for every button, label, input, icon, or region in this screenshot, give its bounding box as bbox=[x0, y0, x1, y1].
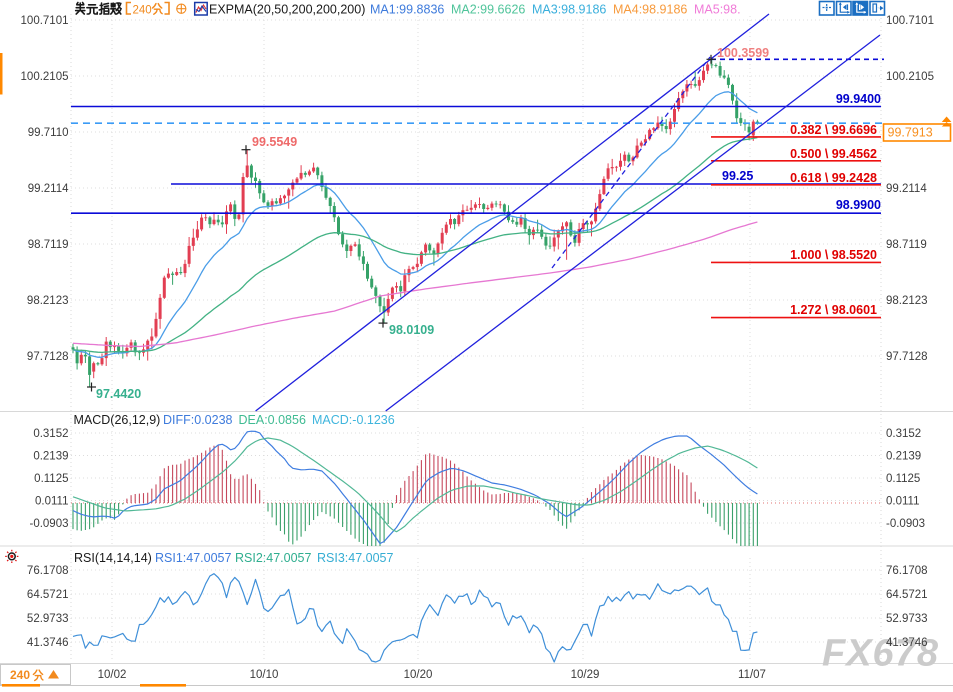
svg-text:MACD:-0.1236: MACD:-0.1236 bbox=[312, 413, 395, 427]
svg-text:100.3599: 100.3599 bbox=[717, 46, 769, 60]
svg-text:0.1125: 0.1125 bbox=[886, 473, 920, 485]
svg-text:100.7101: 100.7101 bbox=[21, 15, 69, 27]
svg-text:0.3152: 0.3152 bbox=[886, 428, 921, 440]
svg-text:10/29: 10/29 bbox=[571, 669, 600, 681]
svg-text:MA5:98.: MA5:98. bbox=[694, 3, 741, 17]
svg-text:-0.0903: -0.0903 bbox=[886, 518, 925, 530]
svg-text:0.2139: 0.2139 bbox=[33, 451, 68, 463]
svg-text:MACD(26,12,9): MACD(26,12,9) bbox=[74, 413, 161, 427]
svg-text:64.5721: 64.5721 bbox=[886, 589, 928, 601]
svg-text:99.25: 99.25 bbox=[722, 169, 753, 183]
svg-text:MA2:99.6626: MA2:99.6626 bbox=[451, 3, 525, 17]
svg-text:98.2123: 98.2123 bbox=[886, 295, 928, 307]
svg-text:0.1125: 0.1125 bbox=[34, 473, 68, 485]
svg-text:99.7913: 99.7913 bbox=[888, 126, 933, 140]
svg-text:97.4420: 97.4420 bbox=[96, 387, 141, 401]
svg-text:98.0109: 98.0109 bbox=[389, 323, 434, 337]
svg-text:100.7101: 100.7101 bbox=[886, 15, 934, 27]
svg-text:76.1708: 76.1708 bbox=[27, 565, 69, 577]
svg-text:RSI(14,14,14): RSI(14,14,14) bbox=[74, 551, 152, 565]
svg-text:RSI2:47.0057: RSI2:47.0057 bbox=[235, 551, 311, 565]
svg-text:10/20: 10/20 bbox=[404, 669, 433, 681]
svg-text:99.2114: 99.2114 bbox=[28, 183, 69, 195]
svg-text:10/02: 10/02 bbox=[98, 669, 127, 681]
svg-text:0.500 \ 99.4562: 0.500 \ 99.4562 bbox=[790, 147, 877, 161]
svg-text:RSI3:47.0057: RSI3:47.0057 bbox=[317, 551, 393, 565]
svg-text:FX678: FX678 bbox=[822, 633, 939, 675]
svg-text:1.000 \ 98.5520: 1.000 \ 98.5520 bbox=[790, 248, 877, 262]
svg-text:240: 240 bbox=[10, 668, 30, 682]
svg-text:240: 240 bbox=[133, 5, 152, 17]
svg-text:52.9733: 52.9733 bbox=[886, 613, 928, 625]
svg-text:0.0111: 0.0111 bbox=[35, 496, 68, 508]
svg-text:98.7119: 98.7119 bbox=[28, 239, 69, 251]
svg-text:0.2139: 0.2139 bbox=[886, 451, 921, 463]
svg-text:99.9400: 99.9400 bbox=[836, 92, 881, 106]
svg-text:98.2123: 98.2123 bbox=[27, 295, 69, 307]
svg-text:0.3152: 0.3152 bbox=[33, 428, 68, 440]
svg-text:0.0111: 0.0111 bbox=[886, 496, 919, 508]
svg-text:97.7128: 97.7128 bbox=[886, 351, 928, 363]
svg-text:41.3746: 41.3746 bbox=[27, 637, 69, 649]
svg-text:99.5549: 99.5549 bbox=[252, 135, 297, 149]
svg-text:100.2105: 100.2105 bbox=[886, 71, 934, 83]
svg-text:EXPMA(20,50,200,200,200): EXPMA(20,50,200,200,200) bbox=[209, 3, 365, 17]
svg-text:99.7110: 99.7110 bbox=[28, 127, 69, 139]
svg-text:52.9733: 52.9733 bbox=[27, 613, 69, 625]
svg-text:64.5721: 64.5721 bbox=[27, 589, 69, 601]
svg-text:11/07: 11/07 bbox=[738, 669, 766, 681]
svg-text:97.7128: 97.7128 bbox=[27, 351, 69, 363]
svg-text:41.3746: 41.3746 bbox=[886, 637, 928, 649]
svg-text:98.7119: 98.7119 bbox=[886, 239, 927, 251]
svg-text:DIFF:0.0238: DIFF:0.0238 bbox=[163, 413, 233, 427]
svg-text:DEA:0.0856: DEA:0.0856 bbox=[239, 413, 306, 427]
svg-text:MA3:98.9186: MA3:98.9186 bbox=[532, 3, 606, 17]
svg-text:RSI1:47.0057: RSI1:47.0057 bbox=[155, 551, 231, 565]
svg-text:MA1:99.8836: MA1:99.8836 bbox=[370, 3, 444, 17]
svg-text:-0.0903: -0.0903 bbox=[29, 518, 68, 530]
svg-text:76.1708: 76.1708 bbox=[886, 565, 928, 577]
svg-text:0.382 \ 99.6696: 0.382 \ 99.6696 bbox=[790, 123, 877, 137]
svg-text:MA4:98.9186: MA4:98.9186 bbox=[613, 3, 687, 17]
svg-text:10/10: 10/10 bbox=[250, 669, 279, 681]
svg-text:98.9900: 98.9900 bbox=[836, 198, 881, 212]
svg-text:100.2105: 100.2105 bbox=[21, 71, 69, 83]
svg-text:1.272 \ 98.0601: 1.272 \ 98.0601 bbox=[790, 303, 877, 317]
svg-text:0.618 \ 99.2428: 0.618 \ 99.2428 bbox=[790, 171, 877, 185]
svg-text:99.2114: 99.2114 bbox=[886, 183, 927, 195]
